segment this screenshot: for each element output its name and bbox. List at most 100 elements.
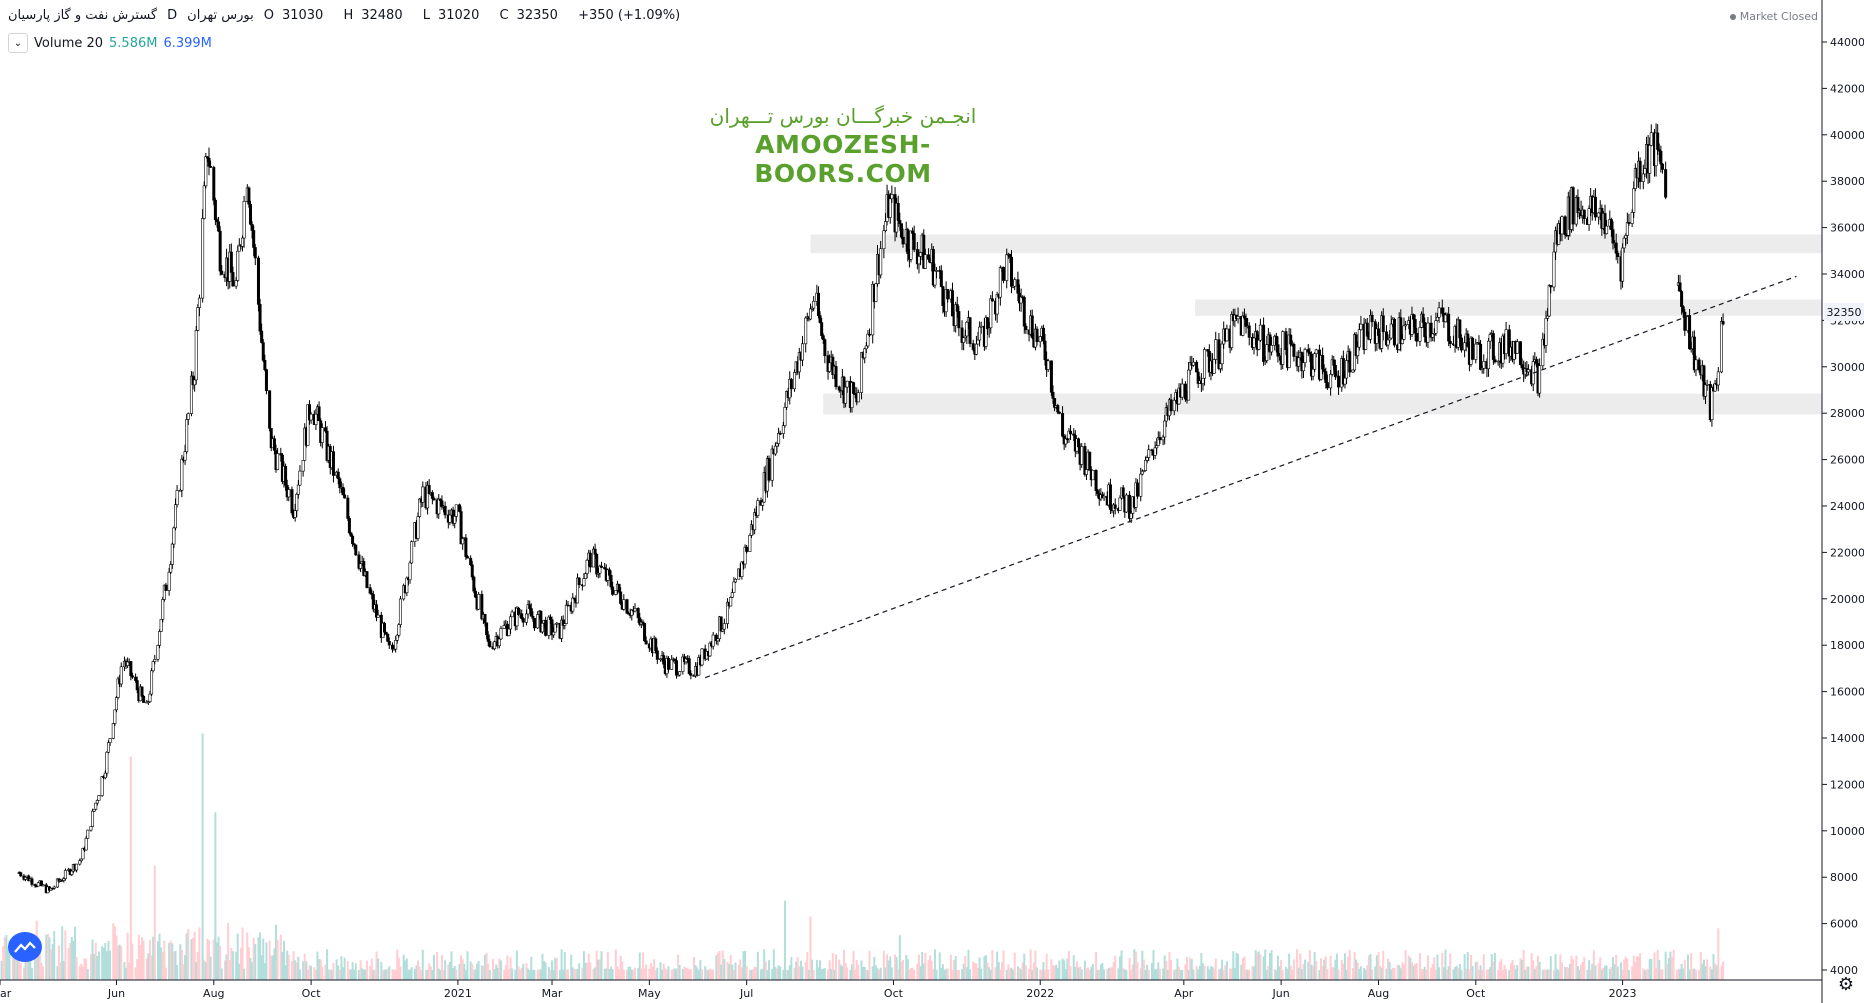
- candle: [1345, 354, 1349, 385]
- volume-bar: [1257, 951, 1260, 980]
- candle: [834, 360, 838, 390]
- candle: [726, 598, 730, 629]
- candle: [1046, 358, 1050, 373]
- volume-bar: [940, 967, 943, 980]
- volume-bar: [452, 967, 455, 980]
- volume-bar: [1575, 955, 1578, 980]
- volume-bar: [1600, 969, 1603, 980]
- candle: [1474, 338, 1478, 364]
- candle: [320, 423, 324, 449]
- volume-bar: [584, 962, 587, 980]
- candle: [641, 619, 645, 626]
- candle: [1276, 336, 1280, 363]
- candle: [1030, 309, 1034, 340]
- gear-icon[interactable]: ⚙: [1837, 974, 1854, 995]
- tradingview-logo-icon[interactable]: [8, 932, 42, 962]
- volume-bar: [538, 969, 541, 980]
- volume-bar: [40, 962, 43, 980]
- interval-label[interactable]: D: [167, 8, 178, 23]
- volume-bar: [1162, 968, 1165, 980]
- volume-bar: [1343, 953, 1346, 980]
- volume-bar: [348, 969, 351, 980]
- volume-bar: [1219, 968, 1222, 980]
- volume-bar: [357, 969, 360, 980]
- candle: [899, 223, 903, 239]
- volume-bar: [1363, 967, 1366, 980]
- volume-bar: [1237, 953, 1240, 980]
- volume-bar: [1356, 962, 1359, 980]
- volume-bar: [1195, 966, 1198, 980]
- volume-bar: [1304, 959, 1307, 980]
- volume-bar: [185, 933, 188, 980]
- candle: [108, 738, 112, 747]
- volume-bar: [1605, 965, 1608, 980]
- volume-bar: [254, 943, 257, 980]
- volume-bar: [372, 969, 375, 980]
- candle: [941, 285, 945, 314]
- candle: [486, 631, 490, 647]
- candle: [253, 244, 257, 266]
- volume-bar: [64, 930, 67, 980]
- candle: [1297, 350, 1301, 373]
- dashed-trendline: [704, 275, 1797, 679]
- candle: [743, 544, 747, 569]
- volume-bar: [761, 968, 764, 980]
- volume-bar: [413, 968, 416, 980]
- volume-bar: [820, 969, 823, 980]
- volume-bar: [774, 967, 777, 980]
- candle: [719, 616, 723, 633]
- candle: [430, 490, 434, 505]
- volume-bar: [85, 959, 88, 980]
- volume-bar: [1278, 966, 1281, 980]
- volume-bar: [115, 935, 118, 980]
- volume-label[interactable]: Volume 20: [34, 35, 104, 51]
- volume-bar: [1053, 966, 1056, 980]
- volume-bar: [887, 960, 890, 980]
- candle: [172, 526, 176, 549]
- chevron-down-icon[interactable]: ⌄: [8, 33, 28, 53]
- volume-bar: [768, 960, 771, 980]
- candle: [416, 512, 420, 542]
- volume-bar: [1345, 969, 1348, 980]
- candle: [1212, 358, 1216, 374]
- volume-bar: [484, 954, 487, 980]
- x-tick-label: Aug: [1368, 987, 1389, 1000]
- y-tick-label: 12000: [1830, 778, 1864, 791]
- volume-bar: [1530, 953, 1533, 980]
- volume-bar: [1672, 949, 1675, 980]
- volume-bar: [866, 969, 869, 980]
- volume-bar: [306, 969, 309, 980]
- x-tick-label: Apr: [1174, 987, 1194, 1000]
- volume-bar: [744, 950, 747, 980]
- volume-bar: [1288, 953, 1291, 980]
- candle: [879, 240, 883, 279]
- volume-bar: [212, 939, 215, 980]
- volume-bar: [1390, 969, 1393, 980]
- volume-bar: [252, 937, 255, 980]
- volume-bar: [227, 922, 230, 980]
- volume-bar: [1047, 969, 1050, 980]
- candle: [1402, 317, 1406, 341]
- candle: [564, 599, 568, 625]
- candle: [287, 487, 291, 502]
- candle: [960, 320, 964, 351]
- volume-bar: [1267, 965, 1270, 980]
- candle: [97, 794, 101, 801]
- volume-bar: [1332, 967, 1335, 980]
- volume-bar: [515, 950, 518, 980]
- symbol-name[interactable]: گسترش نفت و گاز پارسیان: [8, 8, 158, 23]
- volume-bar: [1024, 965, 1027, 980]
- candle: [1571, 186, 1575, 232]
- volume-bar: [1074, 966, 1077, 980]
- volume-bar: [426, 969, 429, 980]
- volume-bar: [1565, 966, 1568, 980]
- volume-bar: [123, 962, 126, 980]
- candle: [950, 282, 954, 317]
- volume-bar: [428, 963, 431, 980]
- volume-bar: [396, 949, 399, 980]
- volume-bar: [1525, 966, 1528, 980]
- volume-bar: [1714, 963, 1717, 980]
- volume-bar: [1117, 968, 1120, 980]
- candle: [1203, 347, 1207, 386]
